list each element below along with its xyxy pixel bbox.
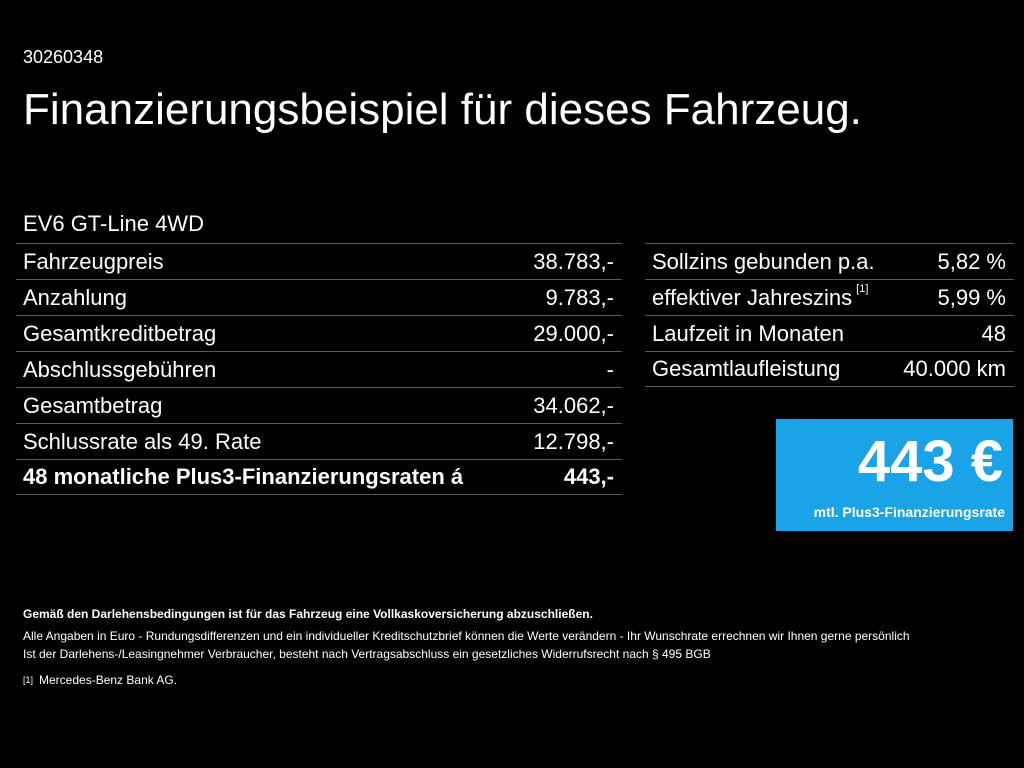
footnote-text: Mercedes-Benz Bank AG. bbox=[39, 673, 178, 687]
financing-details-table: Fahrzeugpreis 38.783,- Anzahlung 9.783,-… bbox=[16, 243, 622, 495]
row-value: 443,- bbox=[563, 464, 614, 489]
row-label: Gesamtbetrag bbox=[23, 392, 163, 418]
page-title: Finanzierungsbeispiel für dieses Fahrzeu… bbox=[23, 85, 862, 134]
footnote-marker: [1] bbox=[23, 675, 34, 685]
row-label-text: Sollzins gebunden p.a. bbox=[652, 248, 875, 274]
table-row: Gesamtkreditbetrag 29.000,- bbox=[16, 315, 622, 351]
row-label: effektiver Jahreszins [1] bbox=[652, 282, 869, 311]
row-value: 48 bbox=[981, 320, 1006, 346]
row-value: - bbox=[606, 356, 614, 382]
table-row: Anzahlung 9.783,- bbox=[16, 279, 622, 315]
row-label: Abschlussgebühren bbox=[23, 356, 217, 382]
row-label: Gesamtkreditbetrag bbox=[23, 320, 217, 346]
footnote-marker: [1] bbox=[856, 282, 869, 295]
vehicle-model: EV6 GT-Line 4WD bbox=[23, 211, 204, 236]
row-value: 29.000,- bbox=[533, 320, 614, 346]
footnote-reference: [1] Mercedes-Benz Bank AG. bbox=[23, 671, 1013, 689]
insurance-notice: Gemäß den Darlehensbedingungen ist für d… bbox=[23, 607, 593, 621]
table-row: Sollzins gebunden p.a. 5,82 % bbox=[645, 243, 1014, 279]
table-row: Gesamtbetrag 34.062,- bbox=[16, 387, 622, 423]
table-row: effektiver Jahreszins [1] 5,99 % bbox=[645, 279, 1014, 315]
disclaimer-line: Alle Angaben in Euro - Rundungsdifferenz… bbox=[23, 629, 910, 643]
row-label: Fahrzeugpreis bbox=[23, 248, 164, 274]
row-value: 12.798,- bbox=[533, 428, 614, 454]
row-value: 38.783,- bbox=[533, 248, 614, 274]
table-row: Gesamtlaufleistung 40.000 km bbox=[645, 351, 1014, 387]
footnotes: Gemäß den Darlehensbedingungen ist für d… bbox=[23, 605, 1013, 689]
table-row: Schlussrate als 49. Rate 12.798,- bbox=[16, 423, 622, 459]
row-label: Schlussrate als 49. Rate bbox=[23, 428, 262, 454]
row-label: Sollzins gebunden p.a. bbox=[652, 249, 875, 275]
row-value: 5,99 % bbox=[937, 284, 1007, 310]
row-value: 40.000 km bbox=[903, 356, 1006, 381]
row-value: 9.783,- bbox=[545, 284, 615, 310]
interest-details-table: Sollzins gebunden p.a. 5,82 % effektiver… bbox=[645, 243, 1014, 387]
row-label-text: effektiver Jahreszins bbox=[652, 284, 853, 310]
monthly-rate-caption: mtl. Plus3-Finanzierungsrate bbox=[813, 504, 1005, 520]
table-row: Abschlussgebühren - bbox=[16, 351, 622, 387]
table-row: Laufzeit in Monaten 48 bbox=[645, 315, 1014, 351]
row-label-text: Laufzeit in Monaten bbox=[652, 320, 845, 346]
row-label: Gesamtlaufleistung bbox=[652, 356, 840, 382]
table-row-total: 48 monatliche Plus3-Finanzierungsraten á… bbox=[16, 459, 622, 495]
offer-id: 30260348 bbox=[23, 47, 104, 67]
row-value: 5,82 % bbox=[937, 248, 1007, 274]
row-label: Laufzeit in Monaten bbox=[652, 321, 844, 347]
row-label-text: Gesamtlaufleistung bbox=[652, 356, 841, 381]
monthly-rate-box: 443 € mtl. Plus3-Finanzierungsrate bbox=[776, 419, 1013, 531]
table-row: Fahrzeugpreis 38.783,- bbox=[16, 243, 622, 279]
withdrawal-notice: Ist der Darlehens-/Leasingnehmer Verbrau… bbox=[23, 647, 711, 661]
row-label: Anzahlung bbox=[23, 284, 127, 310]
row-label: 48 monatliche Plus3-Finanzierungsraten á bbox=[23, 464, 464, 489]
row-value: 34.062,- bbox=[533, 392, 614, 418]
monthly-rate-amount: 443 € bbox=[857, 429, 1003, 494]
